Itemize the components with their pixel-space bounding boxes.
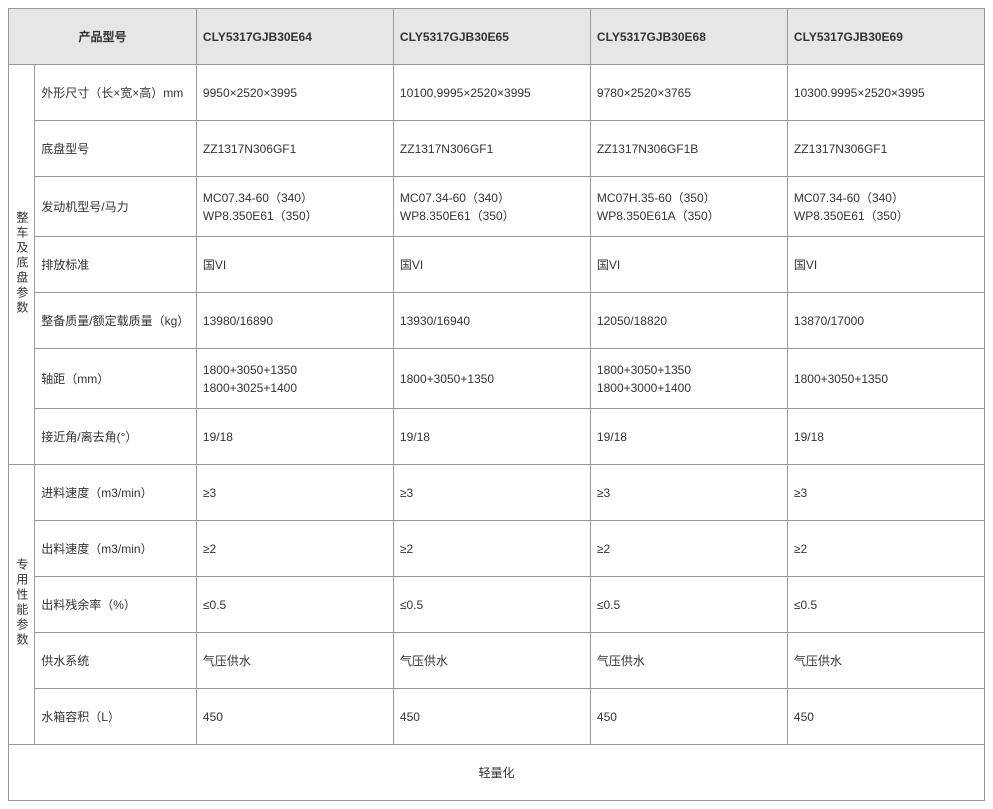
param-value: MC07.34-60（340） WP8.350E61（350） <box>787 177 984 237</box>
group-a-title: 整车及底盘参数 <box>9 65 35 465</box>
header-label: 产品型号 <box>9 9 197 65</box>
param-value: 国VI <box>196 237 393 293</box>
param-label: 轴距（mm） <box>35 349 197 409</box>
param-value: 1800+3050+1350 1800+3025+1400 <box>196 349 393 409</box>
param-value: 19/18 <box>590 409 787 465</box>
footer-label: 轻量化 <box>9 745 985 801</box>
header-row: 产品型号 CLY5317GJB30E64 CLY5317GJB30E65 CLY… <box>9 9 985 65</box>
param-label: 供水系统 <box>35 633 197 689</box>
param-value: ≤0.5 <box>393 577 590 633</box>
param-value: 19/18 <box>393 409 590 465</box>
param-value: 450 <box>590 689 787 745</box>
spec-table: 产品型号 CLY5317GJB30E64 CLY5317GJB30E65 CLY… <box>8 8 985 801</box>
footer-row: 轻量化 <box>9 745 985 801</box>
param-value: MC07.34-60（340） WP8.350E61（350） <box>196 177 393 237</box>
param-value: ≤0.5 <box>787 577 984 633</box>
param-value: 19/18 <box>787 409 984 465</box>
param-value: 9780×2520×3765 <box>590 65 787 121</box>
param-value: ZZ1317N306GF1B <box>590 121 787 177</box>
header-model-3: CLY5317GJB30E69 <box>787 9 984 65</box>
table-row: 发动机型号/马力 MC07.34-60（340） WP8.350E61（350）… <box>9 177 985 237</box>
table-row: 水箱容积（L） 450 450 450 450 <box>9 689 985 745</box>
param-value: 1800+3050+1350 <box>787 349 984 409</box>
param-value: ≥2 <box>196 521 393 577</box>
param-value: 10100,9995×2520×3995 <box>393 65 590 121</box>
param-value: 气压供水 <box>787 633 984 689</box>
param-value: MC07H.35-60（350） WP8.350E61A（350） <box>590 177 787 237</box>
param-value: 1800+3050+1350 1800+3000+1400 <box>590 349 787 409</box>
param-label: 水箱容积（L） <box>35 689 197 745</box>
param-value: ZZ1317N306GF1 <box>787 121 984 177</box>
param-label: 底盘型号 <box>35 121 197 177</box>
param-value: 1800+3050+1350 <box>393 349 590 409</box>
table-row: 专用性能参数 进料速度（m3/min） ≥3 ≥3 ≥3 ≥3 <box>9 465 985 521</box>
param-value: ≥2 <box>393 521 590 577</box>
param-label: 整备质量/额定载质量（kg） <box>35 293 197 349</box>
header-model-0: CLY5317GJB30E64 <box>196 9 393 65</box>
param-value: 国VI <box>787 237 984 293</box>
param-label: 进料速度（m3/min） <box>35 465 197 521</box>
param-value: 气压供水 <box>590 633 787 689</box>
param-value: 10300.9995×2520×3995 <box>787 65 984 121</box>
param-value: MC07.34-60（340） WP8.350E61（350） <box>393 177 590 237</box>
table-row: 供水系统 气压供水 气压供水 气压供水 气压供水 <box>9 633 985 689</box>
param-label: 外形尺寸（长×宽×高）mm <box>35 65 197 121</box>
param-value: 450 <box>787 689 984 745</box>
param-label: 发动机型号/马力 <box>35 177 197 237</box>
table-row: 整备质量/额定载质量（kg） 13980/16890 13930/16940 1… <box>9 293 985 349</box>
param-value: 13870/17000 <box>787 293 984 349</box>
param-value: 国VI <box>590 237 787 293</box>
table-row: 轴距（mm） 1800+3050+1350 1800+3025+1400 180… <box>9 349 985 409</box>
param-value: 19/18 <box>196 409 393 465</box>
header-model-1: CLY5317GJB30E65 <box>393 9 590 65</box>
param-value: ≥2 <box>787 521 984 577</box>
param-value: ≥2 <box>590 521 787 577</box>
param-value: 450 <box>393 689 590 745</box>
param-value: 气压供水 <box>196 633 393 689</box>
table-row: 排放标准 国VI 国VI 国VI 国VI <box>9 237 985 293</box>
param-value: ≤0.5 <box>590 577 787 633</box>
header-model-2: CLY5317GJB30E68 <box>590 9 787 65</box>
table-row: 出料速度（m3/min） ≥2 ≥2 ≥2 ≥2 <box>9 521 985 577</box>
param-label: 排放标准 <box>35 237 197 293</box>
group-b-title: 专用性能参数 <box>9 465 35 745</box>
param-label: 出料残余率（%） <box>35 577 197 633</box>
param-value: ≥3 <box>393 465 590 521</box>
param-value: ≥3 <box>590 465 787 521</box>
param-value: ≥3 <box>787 465 984 521</box>
param-value: 国VI <box>393 237 590 293</box>
param-value: 450 <box>196 689 393 745</box>
param-value: ZZ1317N306GF1 <box>393 121 590 177</box>
param-label: 接近角/离去角(°） <box>35 409 197 465</box>
table-row: 底盘型号 ZZ1317N306GF1 ZZ1317N306GF1 ZZ1317N… <box>9 121 985 177</box>
param-value: 13930/16940 <box>393 293 590 349</box>
param-label: 出料速度（m3/min） <box>35 521 197 577</box>
param-value: ≥3 <box>196 465 393 521</box>
param-value: 13980/16890 <box>196 293 393 349</box>
param-value: 9950×2520×3995 <box>196 65 393 121</box>
table-row: 出料残余率（%） ≤0.5 ≤0.5 ≤0.5 ≤0.5 <box>9 577 985 633</box>
param-value: ≤0.5 <box>196 577 393 633</box>
table-row: 接近角/离去角(°） 19/18 19/18 19/18 19/18 <box>9 409 985 465</box>
param-value: 12050/18820 <box>590 293 787 349</box>
param-value: 气压供水 <box>393 633 590 689</box>
table-row: 整车及底盘参数 外形尺寸（长×宽×高）mm 9950×2520×3995 101… <box>9 65 985 121</box>
param-value: ZZ1317N306GF1 <box>196 121 393 177</box>
